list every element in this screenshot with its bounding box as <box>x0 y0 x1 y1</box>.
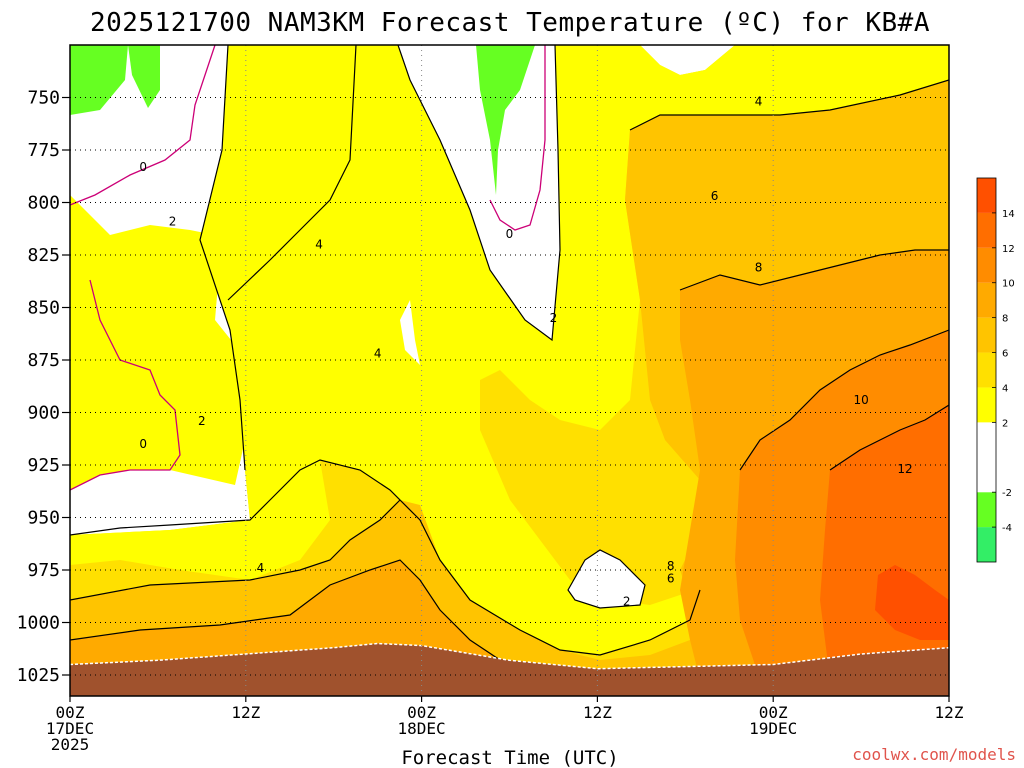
y-tick-label: 1025 <box>17 665 60 686</box>
y-tick-label: 875 <box>27 350 60 371</box>
y-tick-label: 975 <box>27 560 60 581</box>
y-tick-label: 925 <box>27 455 60 476</box>
contour-label: 8 <box>667 559 675 573</box>
y-tick-label: 775 <box>27 140 60 161</box>
contour-label: 4 <box>315 238 323 252</box>
contour-label: 0 <box>139 160 147 174</box>
colorbar-frame <box>976 177 997 563</box>
region-yellow-mid-band <box>200 45 949 655</box>
colorbar-tick-label: 4 <box>1002 383 1008 394</box>
region-white-upper-mid <box>398 45 560 340</box>
colorbar-swatch <box>977 352 996 388</box>
plot-area <box>70 45 949 696</box>
colorbar-tick-label: 6 <box>1002 349 1008 360</box>
x-tick-label: 2025 <box>51 735 90 754</box>
contour-label: 8 <box>755 261 763 275</box>
x-tick-label: 18DEC <box>398 719 446 738</box>
colorbar-tick-label: 10 <box>1002 279 1015 290</box>
colorbar-tick-label: -4 <box>1002 523 1012 534</box>
contour-label: 10 <box>853 393 868 407</box>
contour-label: 2 <box>623 595 631 609</box>
colorbar-swatch <box>977 178 996 213</box>
region-green-upper-mid <box>476 45 535 195</box>
x-tick-label: 19DEC <box>749 719 797 738</box>
credit-link[interactable]: coolwx.com/models <box>852 745 1016 764</box>
y-tick-label: 800 <box>27 193 60 214</box>
region-green-left-top-2 <box>128 45 160 108</box>
colorbar-swatch <box>977 387 996 423</box>
x-tick-label: 12Z <box>583 703 612 722</box>
contour-label: 4 <box>755 95 763 109</box>
x-axis-title: Forecast Time (UTC) <box>401 747 618 768</box>
contour-label: 2 <box>169 214 177 228</box>
contour-label: 0 <box>506 227 514 241</box>
contour-lines <box>70 45 949 661</box>
x-tick-label: 00Z <box>759 703 788 722</box>
contour-label: 2 <box>198 414 206 428</box>
contour-label: 0 <box>139 437 147 451</box>
colorbar: 14 12 10 8 6 4 2 -2 -4 <box>976 177 1015 563</box>
ground-terrain <box>70 643 949 696</box>
colorbar-tick-label: 12 <box>1002 244 1015 255</box>
colorbar-swatch <box>977 317 996 353</box>
region-white-lower-bubble <box>568 550 645 608</box>
y-tick-label: 950 <box>27 508 60 529</box>
contour-label: 6 <box>667 571 675 585</box>
contour-label: 4 <box>257 561 265 575</box>
contour-label: 12 <box>897 462 912 476</box>
y-axis: 750 775 800 825 850 875 900 925 950 975 1000 1025 <box>17 88 70 686</box>
region-white-top-right <box>640 45 735 75</box>
region-yellow-upper-left <box>70 195 250 490</box>
x-tick-label: 00Z <box>407 703 436 722</box>
chart-title: 2025121700 NAM3KM Forecast Temperature (… <box>90 8 930 38</box>
x-tick-label: 17DEC <box>46 719 94 738</box>
colorbar-swatch <box>977 492 996 528</box>
contour-label: 4 <box>374 347 382 361</box>
region-white-small-bubble <box>400 300 420 365</box>
y-tick-label: 900 <box>27 403 60 424</box>
x-tick-label: 12Z <box>231 703 260 722</box>
y-tick-label: 825 <box>27 245 60 266</box>
colorbar-swatch <box>977 282 996 318</box>
colorbar-tick-label: -2 <box>1002 488 1012 499</box>
colorbar-swatch <box>977 247 996 283</box>
colorbar-tick-label: 2 <box>1002 418 1008 429</box>
region-green-left-top <box>70 45 128 115</box>
grid-layer <box>70 45 949 696</box>
colorbar-swatch <box>977 422 996 493</box>
y-tick-label: 1000 <box>17 613 60 634</box>
colorbar-tick-label: 8 <box>1002 314 1008 325</box>
region-hot-core <box>875 565 949 640</box>
ground-layer <box>70 642 949 696</box>
contour-label: 6 <box>711 189 719 203</box>
contour-lines-zero <box>70 45 546 491</box>
x-tick-label: 12Z <box>935 703 964 722</box>
ground-surface-line <box>70 642 949 670</box>
colorbar-swatch <box>977 212 996 248</box>
y-tick-label: 850 <box>27 298 60 319</box>
x-tick-label: 00Z <box>56 703 85 722</box>
colorbar-swatch <box>977 527 996 562</box>
contour-label: 2 <box>550 311 558 325</box>
colorbar-tick-label: 14 <box>1002 209 1015 220</box>
region-yellow-left-low <box>70 460 330 580</box>
y-tick-label: 750 <box>27 88 60 109</box>
plot-frame <box>69 44 950 697</box>
